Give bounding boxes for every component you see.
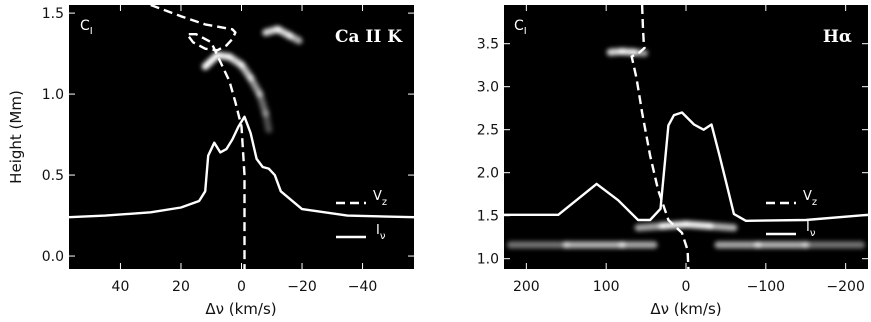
legend-h-alpha: Vz Iν: [766, 189, 817, 239]
panel-h-alpha: 200 100 0 −100 −200 1.0 1.5 2.0 2.5 3.0 3.5 Hα CI…: [477, 5, 868, 318]
corner-label-ca-ii-k: CI: [80, 18, 93, 37]
intensity-feature-1-segment-1-h-alpha: [658, 220, 690, 230]
legend-ca-ii-k: Vz Iν: [336, 189, 387, 242]
y-tick-label: 1.5: [477, 209, 499, 225]
plot-area-ca-ii-k: [69, 5, 414, 269]
legend-label-vz-ca-ii-k: Vz: [373, 189, 387, 208]
x-tick-label: −200: [826, 279, 864, 295]
x-axis-title-ca-ii-k: Δν (km/s): [205, 300, 276, 318]
series-group-h-alpha: [504, 5, 868, 269]
x-tick-label: −40: [348, 279, 378, 295]
intensity-map-h-alpha: [506, 47, 866, 249]
y-tick-label: 1.0: [42, 87, 64, 103]
y-tick-label: 3.5: [477, 37, 499, 53]
x-axis-title-h-alpha: Δν (km/s): [650, 300, 721, 318]
series-line-inu-ca-ii-k: [69, 115, 414, 219]
x-tick-label: 100: [593, 279, 620, 295]
y-axis-title: Height (Mm): [7, 90, 25, 184]
y-ticks-ca-ii-k: 0.0 0.5 1.0 1.5: [42, 6, 414, 265]
x-ticks-h-alpha: 200 100 0 −100 −200: [513, 5, 865, 295]
y-tick-label: 0.0: [42, 249, 64, 265]
x-tick-label: 40: [112, 279, 130, 295]
corner-label-h-alpha: CI: [514, 18, 527, 37]
panel-ca-ii-k: 40 20 0 −20 −40 0.0 0.5 1.0 1.5 Ca II K CI Vz I…: [7, 5, 414, 318]
legend-label-inu-ca-ii-k: Iν: [376, 223, 386, 242]
intensity-feature-1-segment-3-h-alpha: [706, 222, 738, 232]
y-tick-label: 2.0: [477, 166, 499, 182]
chart-title-ca-ii-k: Ca II K: [335, 27, 403, 47]
intensity-feature-0-segment-6-ca-ii-k: [262, 110, 273, 134]
x-tick-label: 0: [237, 279, 246, 295]
intensity-feature-1-segment-0-h-alpha: [634, 222, 666, 232]
y-tick-label: 1.0: [477, 252, 499, 268]
series-line-vz-h-alpha: [630, 5, 690, 269]
y-tick-label: 3.0: [477, 80, 499, 96]
x-tick-label: −100: [747, 279, 785, 295]
intensity-feature-1-segment-2-ca-ii-k: [286, 32, 303, 45]
series-line-vz-ca-ii-k: [150, 5, 246, 269]
series-line-inu-h-alpha: [504, 111, 868, 223]
y-tick-label: 2.5: [477, 123, 499, 139]
x-tick-label: 20: [172, 279, 190, 295]
y-ticks-h-alpha: 1.0 1.5 2.0 2.5 3.0 3.5: [477, 37, 868, 268]
y-tick-label: 0.5: [42, 168, 64, 184]
chart-title-h-alpha: Hα: [823, 27, 852, 47]
x-ticks-ca-ii-k: 40 20 0 −20 −40: [112, 5, 378, 295]
x-tick-label: 0: [682, 279, 691, 295]
intensity-map-ca-ii-k: [201, 25, 303, 134]
legend-label-vz-h-alpha: Vz: [803, 189, 817, 208]
intensity-feature-1-segment-2-h-alpha: [682, 220, 714, 230]
y-tick-label: 1.5: [42, 6, 64, 22]
x-tick-label: 200: [513, 279, 540, 295]
x-tick-label: −20: [287, 279, 317, 295]
legend-label-inu-h-alpha: Iν: [806, 220, 816, 239]
series-group-ca-ii-k: [69, 5, 414, 269]
